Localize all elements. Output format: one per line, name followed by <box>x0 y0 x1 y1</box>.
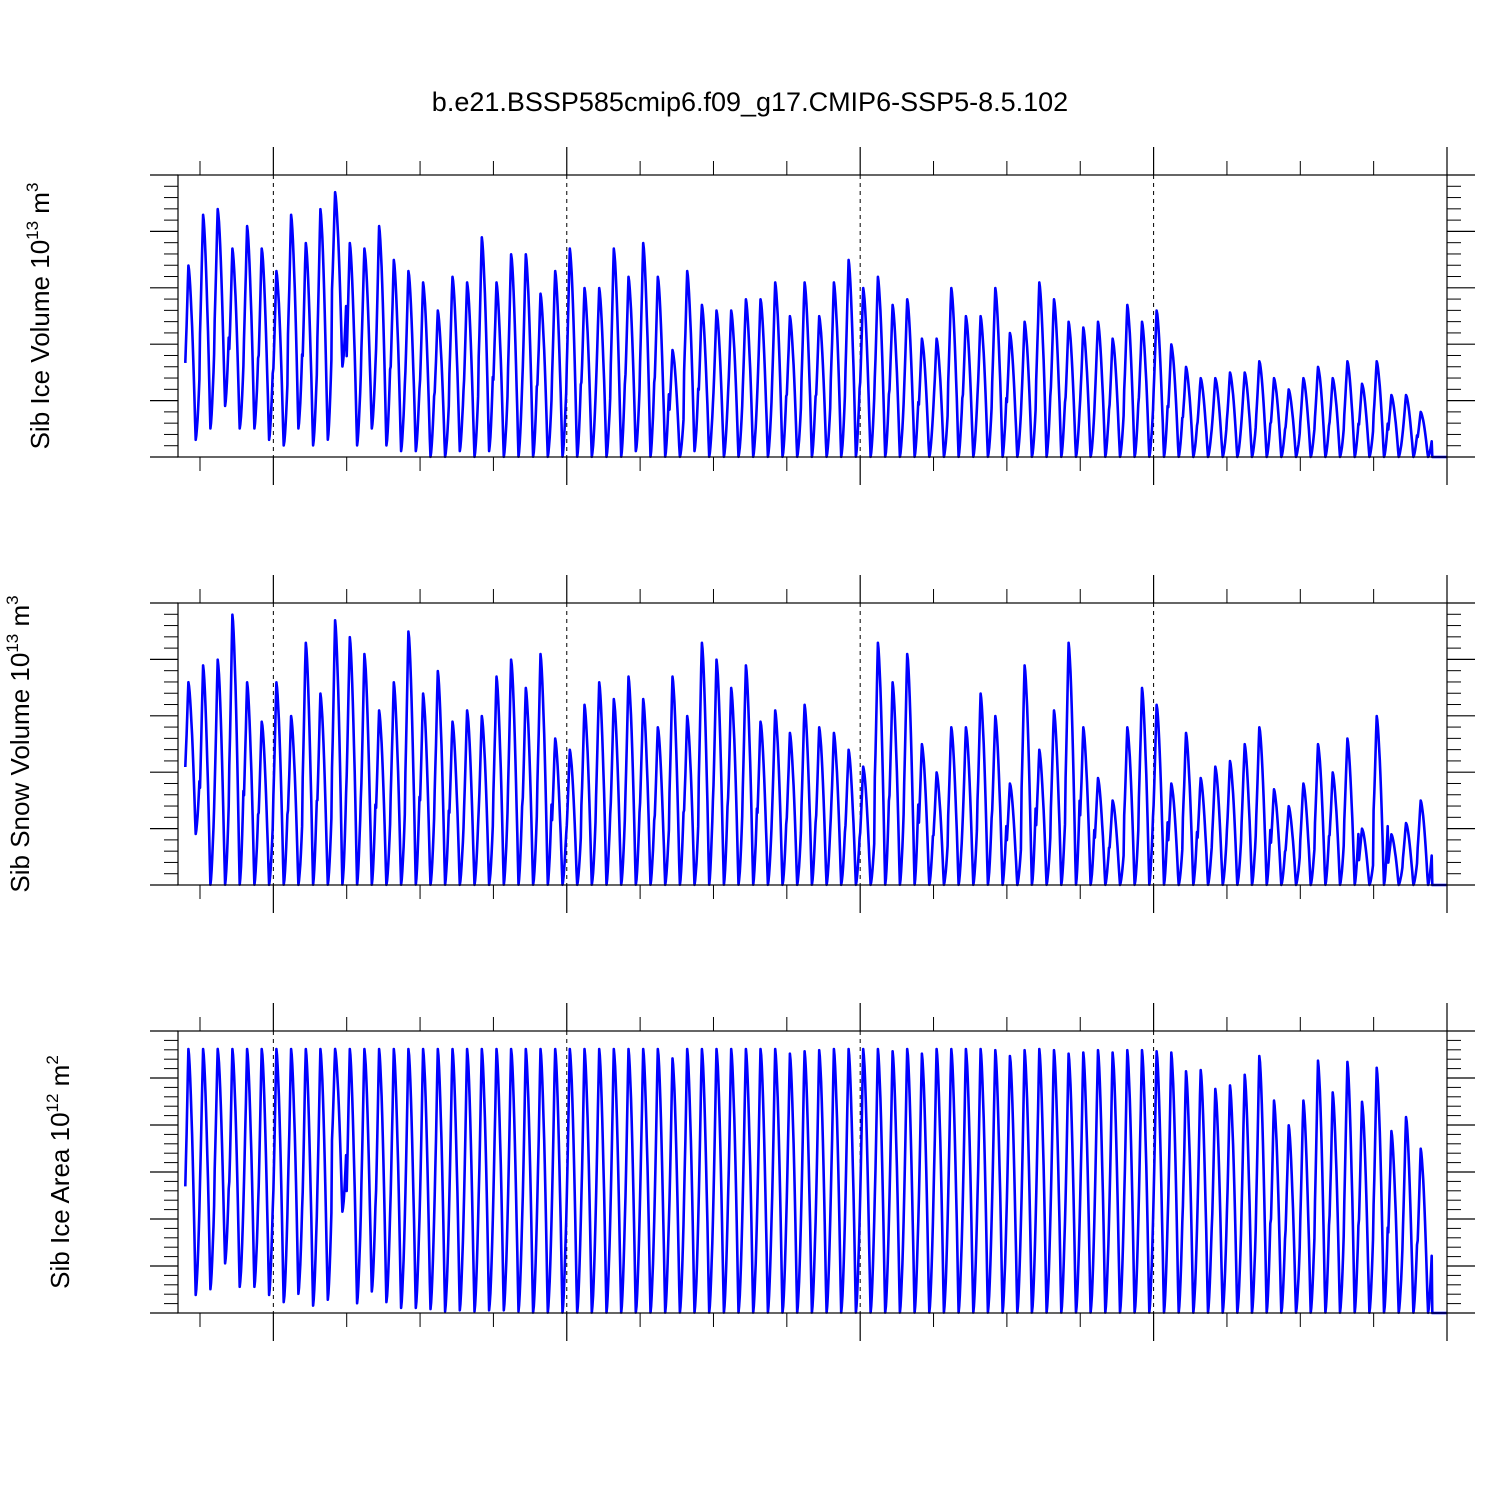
y-axis-title-main: Sib Snow Volume 10 <box>5 653 35 893</box>
y-axis-title: Sib Snow Volume 1013 m3 <box>3 595 35 892</box>
y-axis-title: Sib Ice Volume 1013 m3 <box>23 183 55 450</box>
series-line <box>184 190 1448 459</box>
y-axis-title-main: Sib Ice Area 10 <box>45 1112 75 1288</box>
plot-frame <box>177 174 1448 458</box>
y-axis-title-main: Sib Ice Volume 10 <box>25 240 55 450</box>
y-axis-title: Sib Ice Area 1012 m2 <box>43 1055 75 1289</box>
panel-sib-snow-volume: Sib Snow Volume 1013 m3 <box>3 575 1475 913</box>
y-axis-title-unit: m <box>25 192 55 221</box>
y-axis-title-unit-exp: 2 <box>43 1055 62 1064</box>
y-axis-title-unit: m <box>5 605 35 634</box>
y-axis-title-exp: 13 <box>23 221 42 240</box>
y-axis-title-unit-exp: 3 <box>3 595 22 604</box>
plot-frame <box>177 602 1448 886</box>
series-line <box>184 1047 1448 1315</box>
figure-title: b.e21.BSSP585cmip6.f09_g17.CMIP6-SSP5-8.… <box>432 87 1068 117</box>
panel-sib-ice-volume: Sib Ice Volume 1013 m3 <box>23 147 1475 485</box>
y-axis-title-unit: m <box>45 1065 75 1094</box>
y-axis-title-exp: 12 <box>43 1094 62 1113</box>
y-axis-title-unit-exp: 3 <box>23 183 42 192</box>
panel-sib-ice-area: Sib Ice Area 1012 m2 <box>43 1003 1475 1341</box>
series-line <box>184 613 1448 887</box>
y-axis-title-exp: 13 <box>3 634 22 653</box>
